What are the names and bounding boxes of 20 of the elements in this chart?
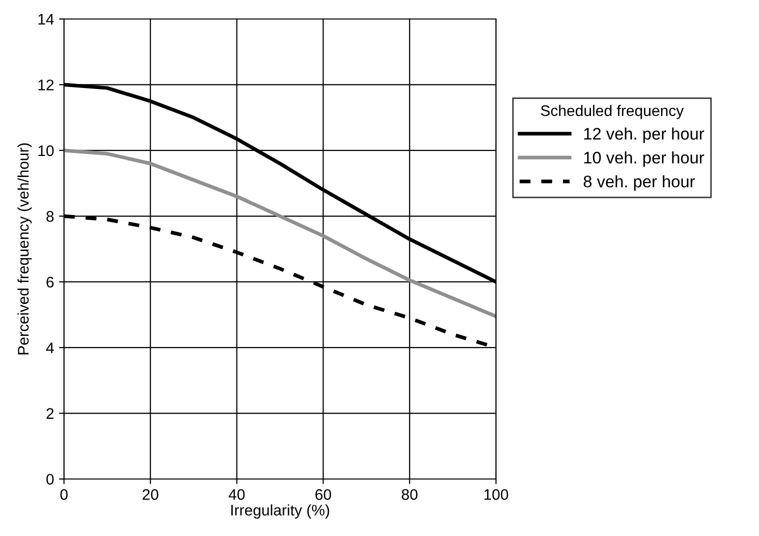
y-tick-label: 2 — [46, 408, 54, 419]
x-tick-label: 100 — [484, 489, 508, 500]
x-tick-label: 40 — [228, 489, 245, 500]
x-tick-label: 80 — [402, 489, 418, 500]
y-tick-label: 14 — [38, 14, 54, 25]
y-tick-label: 6 — [46, 276, 54, 288]
legend-label: 8 veh. per hour — [584, 175, 695, 191]
x-axis-title: Irregularity (%) — [231, 504, 330, 519]
x-tick-label: 60 — [315, 489, 332, 500]
legend-label: 10 veh. per hour — [584, 151, 704, 167]
y-tick-label: 10 — [38, 145, 54, 156]
y-tick-label: 4 — [46, 342, 54, 354]
x-tick-label: 20 — [142, 489, 158, 500]
y-tick-label: 0 — [46, 474, 54, 485]
legend-label: 12 veh. per hour — [584, 127, 704, 143]
y-axis-title: Perceived frequency (veh/hour) — [17, 143, 32, 354]
x-tick-label: 0 — [60, 489, 68, 500]
y-tick-label: 8 — [46, 211, 54, 222]
y-tick-label: 12 — [38, 80, 54, 90]
legend-title: Scheduled frequency — [540, 104, 684, 120]
